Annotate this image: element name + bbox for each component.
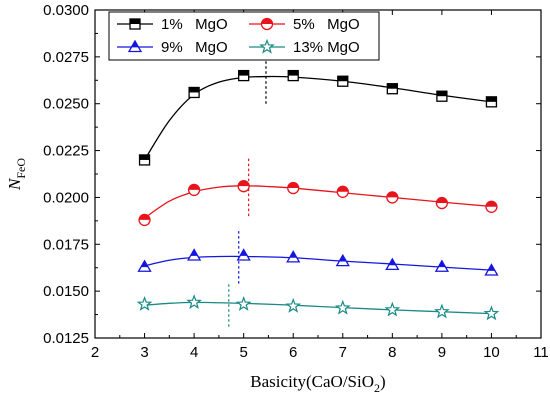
legend-label: 5% MgO — [293, 16, 360, 33]
data-point — [384, 301, 401, 317]
data-point — [434, 303, 450, 319]
data-point — [485, 200, 498, 213]
y-axis-title: NFeO — [5, 158, 28, 191]
series-line — [144, 255, 492, 271]
data-point — [286, 250, 301, 263]
data-point — [483, 305, 500, 321]
data-point — [187, 183, 201, 197]
legend-marker — [260, 17, 274, 31]
plot-marks — [136, 53, 500, 327]
data-point — [287, 181, 300, 195]
axes: 2 3 4 5 6 7 8 9 10 11 0.0125 0.0150 0.0175 0.0200 0.02… — [43, 2, 549, 361]
legend-label: 1% MgO — [161, 16, 228, 33]
data-point — [186, 294, 202, 310]
legend: 1% MgO 5% MgO 9% MgO 13% MgO — [108, 11, 380, 61]
x-tick-label: 11 — [533, 344, 549, 361]
data-point — [485, 96, 498, 108]
y-tick-label: 0.0175 — [43, 236, 89, 253]
y-tick-label: 0.0125 — [43, 330, 89, 347]
x-tick-label: 4 — [190, 344, 198, 361]
data-point — [334, 299, 351, 315]
data-point — [287, 69, 299, 82]
data-point — [285, 297, 302, 313]
y-tick-label: 0.0300 — [43, 2, 89, 19]
legend-marker — [259, 38, 275, 54]
series-star — [136, 281, 500, 327]
data-point — [188, 86, 200, 99]
legend-item: 9% MgO — [117, 39, 228, 56]
data-point — [136, 296, 153, 311]
series-square — [138, 53, 498, 166]
x-axis-title-close: ) — [380, 372, 386, 391]
series-line — [144, 185, 492, 219]
y-tick-label: 0.0150 — [43, 283, 89, 300]
data-point — [138, 154, 151, 166]
data-point — [186, 248, 202, 261]
legend-marker — [129, 18, 141, 30]
x-tick-label: 2 — [91, 344, 99, 361]
data-point — [386, 191, 399, 204]
series-circle — [138, 156, 498, 227]
x-axis-title-sub: 2 — [374, 381, 380, 395]
legend-marker — [127, 39, 143, 53]
y-tick-label: 0.0225 — [43, 143, 89, 160]
x-tick-label: 10 — [483, 344, 500, 361]
legend-box — [108, 11, 380, 61]
x-tick-label: 3 — [140, 344, 148, 361]
series-line — [144, 301, 492, 315]
x-tick-label: 5 — [239, 344, 247, 361]
legend-item: 5% MgO — [249, 16, 360, 33]
data-point — [235, 296, 252, 311]
legend-item: 13% MgO — [249, 38, 360, 56]
data-point — [484, 263, 499, 276]
data-point — [337, 75, 349, 87]
y-tick-label: 0.0200 — [43, 189, 89, 206]
data-point — [385, 257, 400, 271]
y-tick-label: 0.0250 — [43, 96, 89, 113]
series-triangle — [137, 231, 499, 284]
y-axis-title-sub: FeO — [14, 158, 28, 179]
x-axis-title: Basicity(CaO/SiO2) — [250, 372, 385, 395]
data-point — [386, 83, 398, 95]
data-point — [436, 90, 448, 102]
data-point — [335, 253, 350, 267]
data-point — [138, 213, 151, 227]
legend-item: 1% MgO — [117, 16, 228, 33]
y-axis-title-main: N — [5, 177, 24, 191]
x-tick-label: 8 — [388, 344, 396, 361]
data-point — [236, 248, 251, 261]
x-axis-title-main: Basicity(CaO/SiO — [250, 372, 374, 391]
x-tick-label: 7 — [339, 344, 347, 361]
data-point — [434, 259, 450, 272]
data-point — [237, 180, 250, 193]
data-point — [336, 185, 349, 198]
data-point — [238, 69, 250, 82]
x-tick-label: 9 — [438, 344, 446, 361]
series-line — [144, 75, 492, 161]
legend-label: 9% MgO — [161, 39, 228, 56]
y-tick-label: 0.0275 — [43, 49, 89, 66]
data-point — [137, 259, 152, 272]
legend-label: 13% MgO — [293, 39, 360, 56]
data-point — [435, 196, 449, 210]
x-tick-label: 6 — [289, 344, 297, 361]
